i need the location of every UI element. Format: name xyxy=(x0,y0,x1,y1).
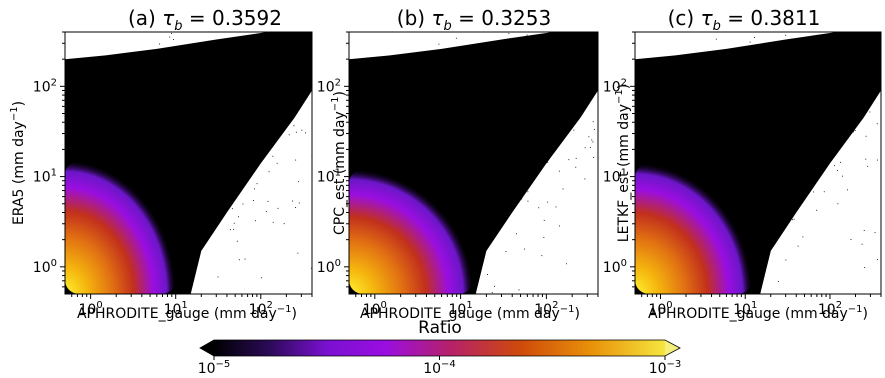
panel-a-xlabel: APHRODITE_gauge (mm day−1) xyxy=(77,304,297,322)
panel-b-title: (b) τb = 0.3253 xyxy=(397,6,551,34)
x-tick-label: 100 xyxy=(648,300,672,318)
panel-b-frame xyxy=(348,31,599,295)
ticks-2: 100 100 101 101 102 102 xyxy=(603,31,882,318)
colorbar: Ratio 10−5 10−4 10−3 xyxy=(198,318,682,377)
colorbar-extend-low xyxy=(200,340,214,356)
colorbar-label: Ratio xyxy=(418,318,462,338)
x-tick-label: 101 xyxy=(448,300,472,318)
y-tick-label: 101 xyxy=(33,168,57,186)
panel-a-frame xyxy=(64,31,313,295)
panel-b-xlabel: APHRODITE_gauge (mm day−1) xyxy=(360,304,580,322)
y-tick-label: 101 xyxy=(603,168,627,186)
panel-c: (c) τb = 0.3811 100 100 101 101 102 102 APHRO… xyxy=(603,6,882,322)
y-tick-label: 100 xyxy=(317,258,341,276)
x-tick-label: 100 xyxy=(79,300,103,318)
colorbar-tick-label: 10−5 xyxy=(198,359,231,377)
panel-a-ylabel: ERA5 (mm day−1) xyxy=(9,101,27,225)
x-tick-label: 102 xyxy=(818,300,842,318)
panel-b-ylabel: CPC_est (mm day−1) xyxy=(330,91,348,235)
y-tick-label: 102 xyxy=(603,77,627,95)
panel-a-title: (a) τb = 0.3592 xyxy=(128,6,282,34)
y-tick-label: 102 xyxy=(33,77,57,95)
y-tick-label: 100 xyxy=(33,258,57,276)
colorbar-body xyxy=(214,340,665,356)
density-core-1 xyxy=(349,169,474,294)
panel-c-xlabel: APHRODITE_gauge (mm day−1) xyxy=(648,304,868,322)
x-tick-label: 102 xyxy=(249,300,273,318)
colorbar-tick-label: 10−4 xyxy=(423,359,456,377)
x-tick-label: 100 xyxy=(363,300,387,318)
panel-c-title: (c) τb = 0.3811 xyxy=(668,6,821,34)
x-tick-label: 101 xyxy=(733,300,757,318)
density-core-2 xyxy=(635,163,752,294)
colorbar-tick-label: 10−3 xyxy=(649,359,682,377)
y-tick-label: 101 xyxy=(317,168,341,186)
x-tick-label: 102 xyxy=(534,300,558,318)
density-core-0 xyxy=(65,160,176,294)
y-tick-label: 100 xyxy=(603,258,627,276)
x-tick-label: 101 xyxy=(164,300,188,318)
panel-c-frame xyxy=(634,31,882,295)
panel-b: (b) τb = 0.3253 100 100 101 101 102 102 APHRO… xyxy=(317,6,599,322)
panel-a: (a) τb = 0.3592 100 100 101 101 102 102 APHRO… xyxy=(9,6,313,322)
y-tick-label: 102 xyxy=(317,77,341,95)
panel-c-ylabel: LETKF_est (mm day−1) xyxy=(614,84,632,242)
colorbar-extend-high xyxy=(665,340,680,356)
